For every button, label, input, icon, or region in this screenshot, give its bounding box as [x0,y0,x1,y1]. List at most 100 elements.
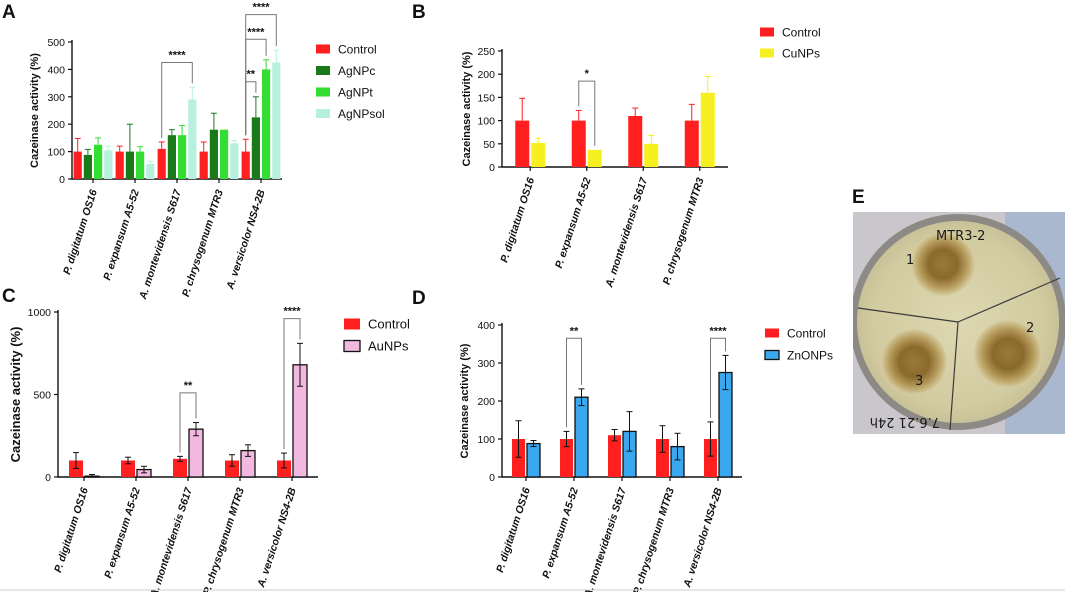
bar-agnpsol [272,62,281,179]
bar-agnpsol [230,143,239,179]
x-category-label: P. digitatum OS16 [52,486,91,574]
significance-label: **** [709,325,727,337]
y-axis-label: Cazeinase activity (%) [461,51,473,166]
bar-agnpt [94,144,103,179]
bar-agnpc [209,129,218,179]
y-tick-label: 1000 [28,307,52,319]
x-category-label: P. chrysogenum MTR3 [180,188,226,298]
panel-letter-b: B [412,2,426,23]
significance-label: * [585,68,590,80]
legend-label: Control [368,317,410,332]
zone-label-1: 1 [906,253,914,268]
y-tick-label: 250 [477,46,495,58]
y-tick-label: 300 [47,92,65,104]
chart-a: 0 100 200 300 400 500 Cazeinase activity (%) P.… [29,2,385,302]
zone-label-3: 3 [915,374,923,389]
bar-cunps [587,149,602,167]
zone-label-2: 2 [1026,321,1034,336]
legend-label: Control [338,43,377,57]
divider-line [949,321,959,431]
legend-label: Control [782,26,821,40]
x-category-label: P. chrysogenum MTR3 [631,486,677,592]
y-tick-label: 100 [47,147,65,159]
x-category-label: P. chrysogenum MTR3 [201,486,247,592]
x-category-label: A. montevidensis S617 [582,485,629,592]
bar-control [277,460,291,477]
bar-agnpt [178,135,187,179]
bar-control [684,120,699,167]
bar-control [121,460,135,477]
bar-control [560,439,573,477]
bar-cunps [644,143,659,167]
y-tick-label: 400 [477,320,495,332]
legend-swatch [344,318,360,330]
bar-control [704,439,717,477]
panel-letter-e: E [852,187,865,208]
bar-agnpc [251,117,260,179]
y-tick-label: 0 [489,472,495,484]
legend-swatch [760,48,774,58]
bar-znonps [526,442,541,478]
significance-label: ** [247,69,256,81]
legend-label: CuNPs [782,47,820,61]
bar-cunps [700,92,715,167]
bar-znonps [574,396,589,478]
y-tick-label: 200 [477,69,495,81]
bar-control [157,148,166,179]
bar-control [73,151,82,179]
dish-bottom-text: 7.6.21 24h [870,414,940,429]
significance-label: **** [168,50,186,62]
colony-2 [974,320,1042,388]
significance-bracket [179,392,197,453]
colony-3 [881,329,947,395]
legend-swatch [316,44,330,54]
bar-agnpsol [146,163,155,179]
y-tick-label: 50 [483,139,495,151]
bar-control [571,120,586,167]
bar-agnpc [83,154,92,179]
bar-control [225,460,239,477]
significance-label: ** [570,325,579,337]
significance-label: **** [283,306,301,318]
x-category-label: P. expansum A5-52 [101,188,142,282]
bar-control [628,115,643,167]
bar-control [608,435,621,477]
significance-bracket [245,14,277,136]
bar-control [115,151,124,179]
y-tick-label: 100 [477,434,495,446]
bar-cunps [531,142,546,167]
legend-swatch [316,109,330,118]
x-category-label: A. montevidensis S617 [603,175,650,290]
legend-swatch [343,339,361,353]
bar-agnpt [262,69,271,179]
legend-label: AgNPt [338,86,373,100]
significance-bracket [283,318,301,450]
significance-label: **** [252,2,270,14]
dish-label: MTR3-2 [936,229,985,244]
legend-label: Control [787,327,826,341]
panel-letter-a: A [2,2,16,23]
legend-label: AgNPsol [338,107,385,121]
y-axis-label: Cazeinase activity (%) [29,53,41,168]
colony-1 [911,232,975,296]
significance-label: ** [184,380,193,392]
x-category-label: A. montevidensis S617 [137,187,184,302]
y-tick-label: 100 [477,116,495,128]
bar-agnpt [220,129,229,179]
legend-swatch [316,87,330,97]
petri-dish-photo: MTR3-2 1 2 3 7.6.21 24h [853,212,1065,434]
y-tick-label: 200 [47,119,65,131]
significance-label: **** [247,26,265,38]
significance-bracket [566,337,582,428]
significance-bracket [710,337,726,418]
y-tick-label: 150 [477,92,495,104]
x-category-label: A. versicolor NS4-2B [255,486,299,590]
chart-b: 0 50 100 150 200 250 Cazeinase activity (%) P. … [461,26,821,290]
legend-swatch [760,27,774,37]
legend-label: AgNPc [338,64,375,78]
legend-swatch [765,328,779,338]
y-tick-label: 0 [45,472,51,484]
x-category-label: P. expansum A5-52 [540,486,581,580]
x-category-label: P. chrysogenum MTR3 [661,176,707,286]
